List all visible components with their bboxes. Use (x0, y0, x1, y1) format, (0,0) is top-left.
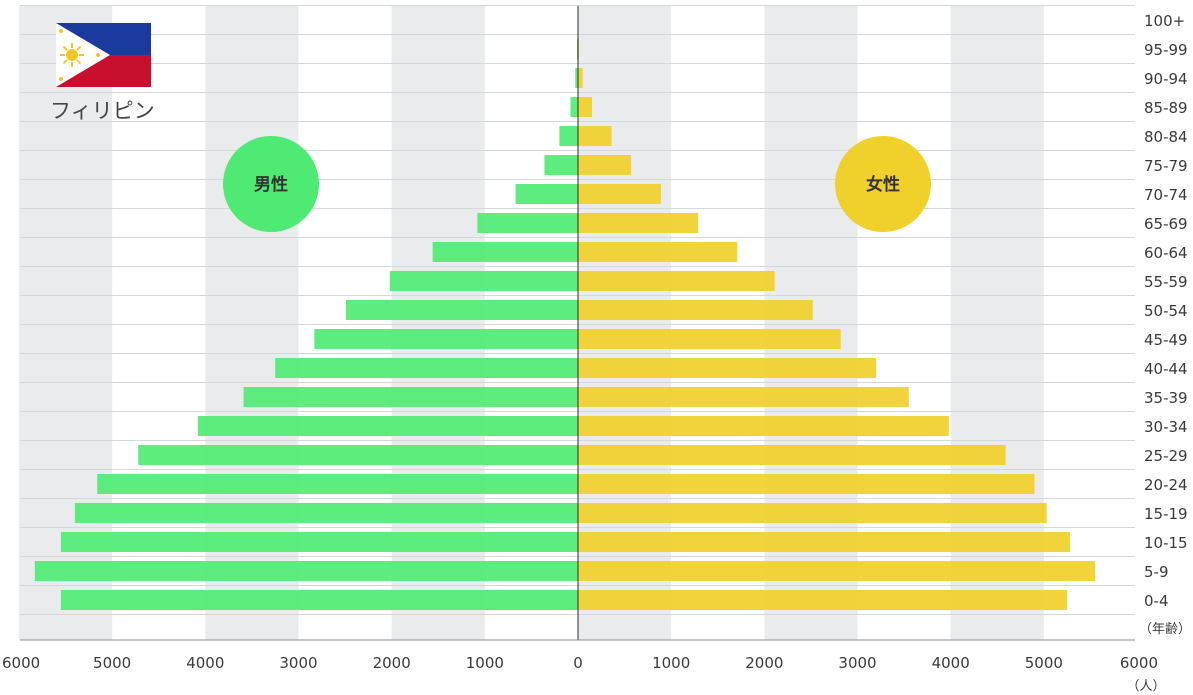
male-bar-70-74 (515, 184, 578, 204)
female-bar-70-74 (578, 184, 661, 204)
female-badge: 女性 (835, 136, 931, 232)
x-tick-labels: 6000 5000 4000 3000 2000 1000 0 1000 2000 3000 400… (2, 654, 1158, 672)
age-label: 0-4 (1144, 592, 1169, 610)
x-tick-label: 4000 (932, 654, 970, 672)
country-name: フィリピン (50, 99, 155, 123)
age-label: 45-49 (1144, 331, 1188, 349)
male-bar-15-19 (74, 503, 578, 523)
male-bar-90-94 (575, 68, 578, 88)
female-badge-label: 女性 (866, 174, 900, 195)
age-labels: 0-4 5-9 10-15 15-19 20-24 25-29 30-34 35-39 40-4… (1144, 12, 1188, 610)
age-label: 5-9 (1144, 563, 1169, 581)
male-bar-40-44 (275, 358, 578, 378)
x-tick-label: 3000 (279, 654, 317, 672)
female-bar-80-84 (578, 126, 612, 146)
x-tick-label: 0 (573, 654, 583, 672)
male-bar-55-59 (389, 271, 578, 291)
female-bar-75-79 (578, 155, 632, 175)
female-bar-10-15 (578, 532, 1070, 552)
male-bar-45-49 (314, 329, 578, 349)
x-tick-label: 6000 (2, 654, 40, 672)
female-bar-45-49 (578, 329, 841, 349)
female-bar-5-9 (578, 561, 1096, 581)
age-label: 100+ (1144, 12, 1185, 30)
age-label: 85-89 (1144, 99, 1188, 117)
age-label: 55-59 (1144, 273, 1188, 291)
male-bar-25-29 (138, 445, 578, 465)
age-label: 15-19 (1144, 505, 1188, 523)
female-bar-15-19 (578, 503, 1047, 523)
axes (20, 6, 1135, 641)
age-label: 50-54 (1144, 302, 1188, 320)
female-bar-90-94 (578, 68, 583, 88)
age-label: 30-34 (1144, 418, 1188, 436)
x-tick-label: 2000 (373, 654, 411, 672)
male-bar-20-24 (97, 474, 578, 494)
age-label: 65-69 (1144, 215, 1188, 233)
bars (34, 39, 1096, 610)
age-label: 70-74 (1144, 186, 1188, 204)
male-badge: 男性 (223, 136, 319, 232)
female-bar-0-4 (578, 590, 1068, 610)
x-tick-label: 3000 (838, 654, 876, 672)
x-tick-label: 5000 (1025, 654, 1063, 672)
age-label: 10-15 (1144, 534, 1188, 552)
male-bar-50-54 (346, 300, 578, 320)
age-label: 80-84 (1144, 128, 1188, 146)
age-label: 20-24 (1144, 476, 1188, 494)
male-bar-65-69 (477, 213, 578, 233)
male-bar-30-34 (197, 416, 578, 436)
age-label: 95-99 (1144, 41, 1188, 59)
age-label: 35-39 (1144, 389, 1188, 407)
female-bar-35-39 (578, 387, 909, 407)
age-label: 75-79 (1144, 157, 1188, 175)
male-bar-75-79 (544, 155, 578, 175)
female-bar-85-89 (578, 97, 592, 117)
female-bar-60-64 (578, 242, 738, 262)
female-bar-50-54 (578, 300, 813, 320)
x-tick-label: 1000 (466, 654, 504, 672)
male-bar-0-4 (60, 590, 579, 610)
female-bar-20-24 (578, 474, 1035, 494)
female-bar-65-69 (578, 213, 699, 233)
x-tick-label: 4000 (186, 654, 224, 672)
age-label: 90-94 (1144, 70, 1188, 88)
male-bar-80-84 (559, 126, 578, 146)
male-badge-label: 男性 (254, 174, 288, 195)
male-bar-60-64 (432, 242, 578, 262)
x-tick-label: 5000 (93, 654, 131, 672)
x-tick-label: 6000 (1120, 654, 1158, 672)
x-tick-label: 1000 (652, 654, 690, 672)
male-bar-10-15 (60, 532, 579, 552)
people-unit-label: （人） (1126, 679, 1165, 694)
female-bar-25-29 (578, 445, 1006, 465)
male-bar-5-9 (34, 561, 578, 581)
age-label: 40-44 (1144, 360, 1188, 378)
female-bar-55-59 (578, 271, 775, 291)
age-label: 60-64 (1144, 244, 1188, 262)
age-unit-label: （年齢） (1139, 622, 1191, 637)
male-bar-35-39 (243, 387, 578, 407)
female-bar-40-44 (578, 358, 877, 378)
male-bar-85-89 (570, 97, 578, 117)
female-bar-30-34 (578, 416, 949, 436)
philippines-flag-icon (56, 23, 151, 87)
x-tick-label: 2000 (745, 654, 783, 672)
age-label: 25-29 (1144, 447, 1188, 465)
